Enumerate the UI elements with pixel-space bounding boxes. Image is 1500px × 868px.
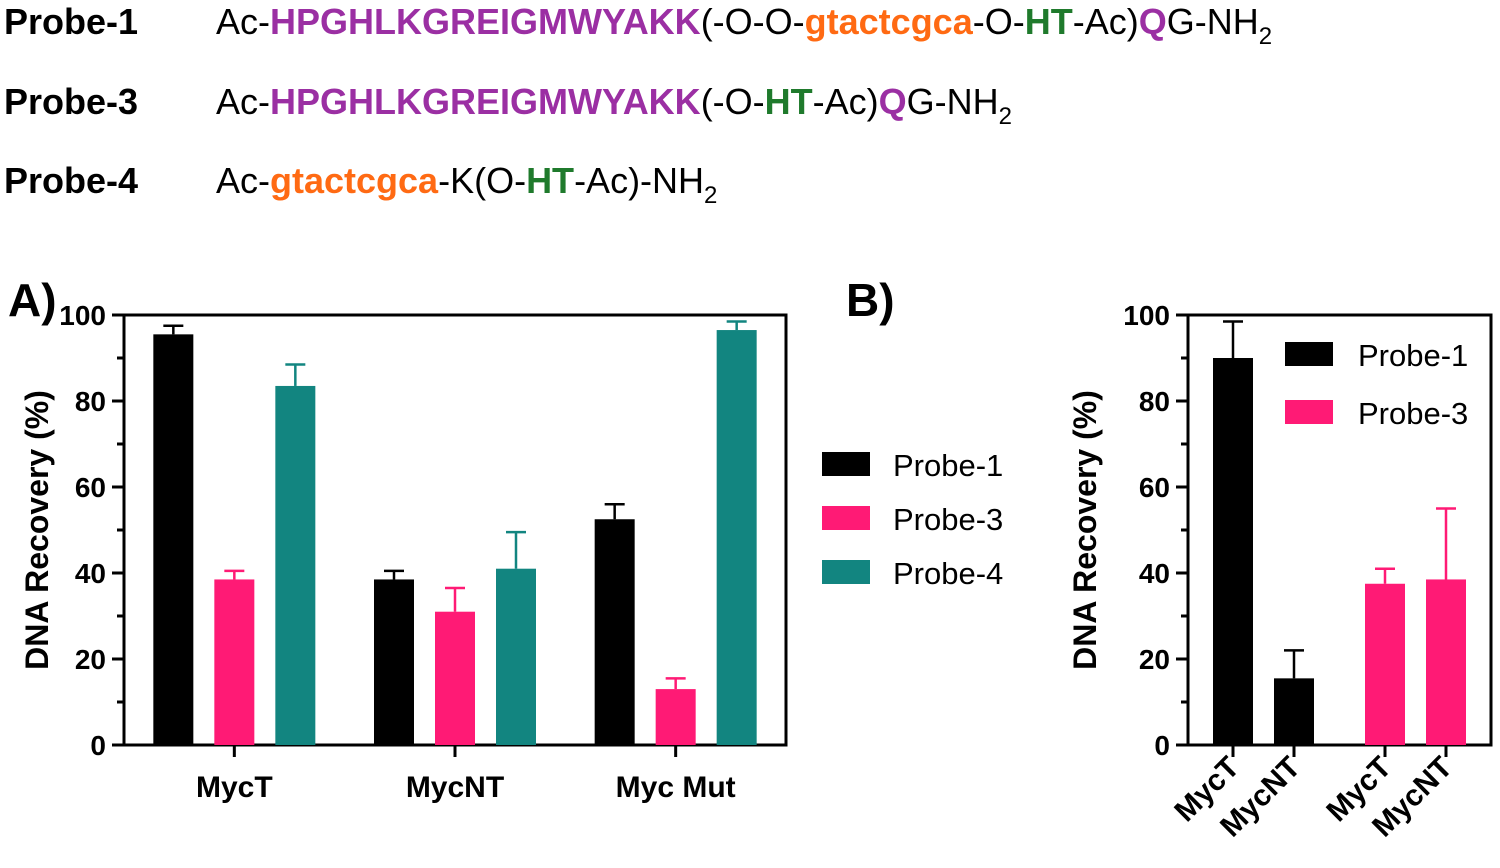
probe-label: Probe-1: [4, 1, 139, 42]
b-legend-label: Probe-3: [1358, 396, 1468, 431]
sequence-segment: Q: [878, 81, 907, 122]
probe-sequence: Ac-HPGHLKGREIGMWYAKK(-O-O-gtactcgca-O-HT…: [216, 1, 1272, 51]
sequence-segment: -O-: [972, 1, 1025, 42]
a-legend-label: Probe-1: [893, 448, 1003, 483]
b-y-tick-label: 40: [1139, 558, 1170, 589]
a-bar: [275, 385, 316, 745]
panel-b-ylabel: DNA Recovery (%): [1067, 390, 1103, 670]
sequence-segment: 2: [1258, 23, 1273, 50]
b-y-tick-label: 20: [1139, 644, 1170, 675]
sequence-segment: gtactcgca: [270, 160, 439, 201]
panel-b-label: B): [846, 274, 895, 326]
a-legend-swatch: [822, 506, 870, 530]
sequence-segment: HPGHLKGREIGMWYAKK: [270, 81, 701, 122]
sequence-segment: Q: [1138, 1, 1167, 42]
b-legend-label: Probe-1: [1358, 338, 1468, 373]
sequence-segment: -Ac): [1072, 1, 1139, 42]
b-legend-swatch: [1285, 400, 1333, 424]
sequence-segment: 2: [998, 103, 1013, 130]
b-y-tick-label: 60: [1139, 472, 1170, 503]
probe-sequence: Ac-gtactcgca-K(O-HT-Ac)-NH2: [216, 160, 717, 210]
a-bar: [655, 689, 696, 745]
a-x-tick-label: MycT: [196, 771, 273, 804]
probe-label: Probe-4: [4, 160, 139, 201]
chart-a: 0 20 40 60 80 100 MycT MycNT Myc Mut Probe-1 Probe…: [59, 300, 1003, 804]
a-y-tick-label: 80: [75, 386, 106, 417]
sequence-segment: Ac-: [216, 81, 270, 122]
probe-sequence: Ac-HPGHLKGREIGMWYAKK(-O-HT-Ac)QG-NH2: [216, 81, 1012, 131]
panel-a-label: A): [8, 274, 57, 326]
sequence-segment: 2: [704, 182, 718, 209]
probe-label: Probe-3: [4, 81, 139, 122]
b-y-tick-label: 80: [1139, 386, 1170, 417]
sequence-segment: -Ac): [812, 81, 879, 122]
a-y-tick-label: 20: [75, 644, 106, 675]
a-bar: [153, 334, 194, 745]
a-y-tick-label: 40: [75, 558, 106, 589]
sequence-segment: HPGHLKGREIGMWYAKK: [270, 1, 701, 42]
a-legend-label: Probe-4: [893, 556, 1003, 591]
a-bar: [214, 579, 255, 745]
sequence-segment: Ac-: [216, 160, 270, 201]
a-legend-label: Probe-3: [893, 502, 1003, 537]
sequence-segment: G-NH: [1166, 1, 1259, 42]
sequence-segment: (-O-O-: [700, 1, 805, 42]
panel-a-ylabel: DNA Recovery (%): [19, 390, 55, 670]
a-bar: [594, 519, 635, 745]
sequence-segment: -Ac)-NH: [574, 160, 705, 201]
b-bar: [1426, 579, 1466, 745]
a-x-tick-label: MycNT: [406, 771, 504, 804]
b-bar: [1213, 358, 1253, 745]
sequence-segment: -K(O-: [438, 160, 527, 201]
sequence-segment: HT: [1024, 1, 1073, 42]
a-legend-swatch: [822, 560, 870, 584]
sequence-segment: HT: [526, 160, 575, 201]
sequence-segment: (-O-: [700, 81, 765, 122]
sequence-segment: G-NH: [906, 81, 999, 122]
a-bar: [374, 579, 414, 745]
a-bar: [496, 568, 536, 745]
a-x-tick-label: Myc Mut: [616, 771, 736, 804]
a-legend-swatch: [822, 452, 870, 476]
b-y-tick-label: 0: [1154, 730, 1170, 761]
b-bar: [1274, 678, 1314, 745]
a-y-tick-label: 0: [90, 730, 106, 761]
a-y-tick-label: 60: [75, 472, 106, 503]
b-bar: [1365, 583, 1405, 745]
sequence-segment: Ac-: [216, 1, 270, 42]
a-bar: [435, 611, 475, 745]
sequence-segment: gtactcgca: [804, 1, 973, 42]
sequence-segment: HT: [764, 81, 813, 122]
a-bar: [716, 330, 757, 745]
b-y-tick-label: 100: [1123, 300, 1170, 331]
a-y-tick-label: 100: [59, 300, 106, 331]
b-legend-swatch: [1285, 342, 1333, 366]
